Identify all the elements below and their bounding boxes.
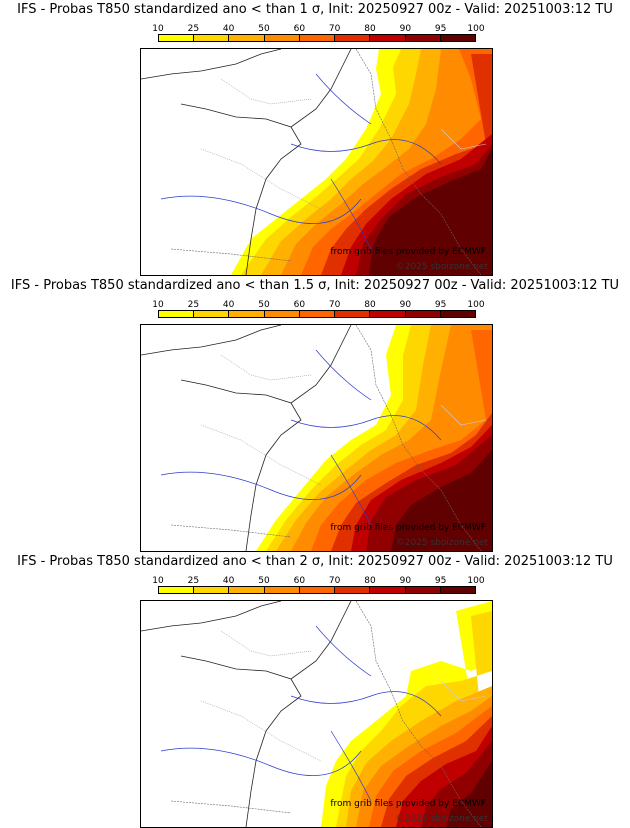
colorbar-swatch [159, 311, 195, 317]
colorbar-swatches [158, 586, 476, 594]
colorbar-swatch [299, 35, 336, 41]
colorbar-swatch [405, 35, 441, 41]
map-panel-1-5sigma: IFS - Probas T850 standardized ano < tha… [0, 276, 630, 552]
panel-title: IFS - Probas T850 standardized ano < tha… [10, 278, 620, 293]
colorbar-tick: 50 [258, 300, 270, 310]
probability-map: from grib files provided by ECMWF ©2025 … [140, 600, 493, 828]
panel-title: IFS - Probas T850 standardized ano < tha… [17, 554, 613, 569]
colorbar-swatch [440, 587, 475, 593]
colorbar-tick: 70 [328, 24, 341, 34]
colorbar-swatch [299, 587, 336, 593]
colorbar-swatch [159, 587, 195, 593]
colorbar-tick: 95 [434, 24, 447, 34]
probability-map: from grib files provided by ECMWF ©2025 … [140, 48, 493, 276]
map-panel-1sigma: IFS - Probas T850 standardized ano < tha… [0, 0, 630, 276]
colorbar-swatch [159, 35, 195, 41]
panel-title: IFS - Probas T850 standardized ano < tha… [17, 2, 613, 17]
colorbar-swatch [194, 311, 230, 317]
colorbar-swatches [158, 34, 476, 42]
copyright-credit: ©2025 sboizone.net [395, 262, 488, 272]
colorbar: 10 25 40 50 60 70 80 90 95 100 [152, 24, 485, 43]
colorbar-swatch [264, 311, 300, 317]
colorbar-tick: 60 [293, 300, 306, 310]
colorbar-swatch [194, 587, 230, 593]
colorbar-tick: 90 [399, 24, 412, 34]
colorbar-swatch [299, 311, 336, 317]
colorbar-tick: 60 [293, 576, 306, 586]
probability-map: from grib files provided by ECMWF ©2025 … [140, 324, 493, 552]
colorbar-swatch [229, 35, 265, 41]
copyright-credit: ©2025 sboizone.net [395, 814, 488, 824]
colorbar-swatch [264, 35, 300, 41]
colorbar-tick: 25 [187, 576, 200, 586]
colorbar-swatch [335, 587, 371, 593]
colorbar-tick: 10 [152, 576, 164, 586]
colorbar-tick: 40 [222, 300, 235, 310]
colorbar-tick: 100 [467, 300, 485, 310]
colorbar-swatch [440, 311, 475, 317]
colorbar-swatch [370, 587, 406, 593]
source-credit: from grib files provided by ECMWF [330, 799, 486, 809]
colorbar-tick: 50 [258, 24, 270, 34]
colorbar-tick: 50 [258, 576, 270, 586]
colorbar-swatches [158, 310, 476, 318]
source-credit: from grib files provided by ECMWF [330, 523, 486, 533]
colorbar-tick: 100 [467, 576, 485, 586]
map-panel-2sigma: IFS - Probas T850 standardized ano < tha… [0, 552, 630, 828]
colorbar-swatch [370, 311, 406, 317]
colorbar-tick: 80 [364, 576, 376, 586]
colorbar-tick: 40 [222, 576, 235, 586]
colorbar-swatch [194, 35, 230, 41]
colorbar: 10 25 40 50 60 70 80 90 95 100 [152, 300, 485, 319]
colorbar-tick: 95 [434, 300, 447, 310]
colorbar-swatch [405, 587, 441, 593]
source-credit: from grib files provided by ECMWF [330, 247, 486, 257]
colorbar-tick: 90 [399, 300, 412, 310]
colorbar: 10 25 40 50 60 70 80 90 95 100 [152, 576, 485, 595]
colorbar-tick: 10 [152, 300, 164, 310]
colorbar-tick: 40 [222, 24, 235, 34]
colorbar-swatch [229, 311, 265, 317]
colorbar-swatch [264, 587, 300, 593]
colorbar-tick: 90 [399, 576, 412, 586]
colorbar-tick: 80 [364, 24, 376, 34]
colorbar-tick: 100 [467, 24, 485, 34]
colorbar-swatch [405, 311, 441, 317]
colorbar-tick: 10 [152, 24, 164, 34]
colorbar-swatch [335, 311, 371, 317]
colorbar-tick: 70 [328, 576, 341, 586]
colorbar-tick: 60 [293, 24, 306, 34]
colorbar-swatch [229, 587, 265, 593]
colorbar-swatch [335, 35, 371, 41]
colorbar-tick: 95 [434, 576, 447, 586]
colorbar-tick: 25 [187, 300, 200, 310]
colorbar-tick: 25 [187, 24, 200, 34]
colorbar-swatch [440, 35, 475, 41]
colorbar-swatch [370, 35, 406, 41]
colorbar-tick: 70 [328, 300, 341, 310]
colorbar-tick: 80 [364, 300, 376, 310]
copyright-credit: ©2025 sboizone.net [395, 538, 488, 548]
